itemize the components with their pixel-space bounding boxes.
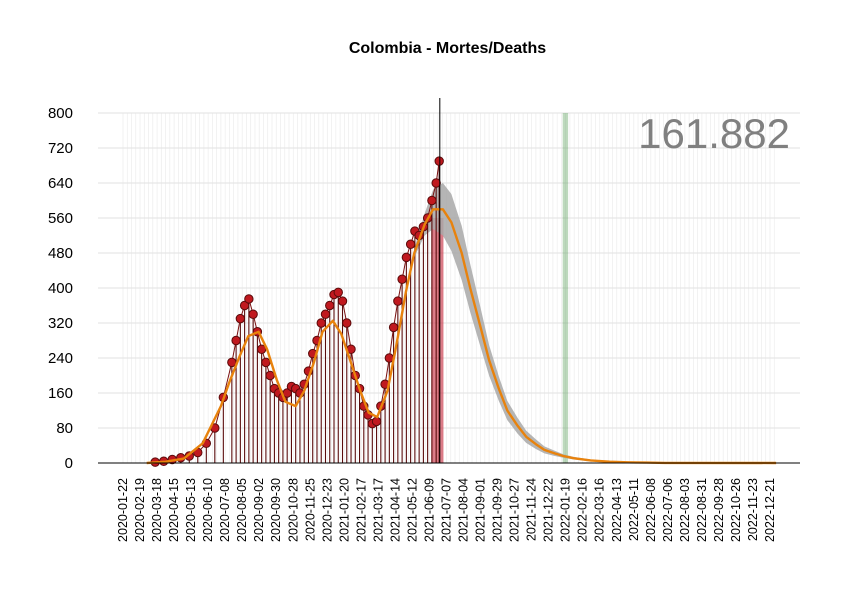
x-tick-label: 2021-05-12 [405,478,419,542]
observed-point [231,335,241,346]
y-tick-label: 480 [48,245,73,262]
x-tick-label: 2021-09-01 [474,478,488,542]
y-tick-label: 400 [48,280,73,297]
x-tick-label: 2020-09-02 [252,478,266,542]
forecast-confidence-band [146,183,777,463]
data-layer [146,156,777,467]
y-tick-label: 240 [48,350,73,367]
observed-point [371,416,382,427]
observed-point [431,178,441,188]
x-tick-label: 2020-09-30 [269,478,283,542]
highlight-layer [431,113,569,463]
y-tick-label: 0 [65,455,73,472]
x-tick-label: 2020-12-23 [320,478,334,542]
x-tick-label: 2020-03-18 [150,478,164,542]
y-tick-label: 320 [48,315,73,332]
x-tick-label: 2021-08-04 [457,478,471,542]
y-tick-label: 720 [48,140,73,157]
fitted-trend-line [146,208,777,465]
x-tick-label: 2022-02-16 [576,478,590,542]
total-deaths-counter: 161.882 [638,110,790,157]
x-tick-label: 2022-10-26 [729,478,743,542]
x-tick-label: 2021-10-27 [508,478,522,542]
y-tick-label: 160 [48,385,73,402]
x-tick-label: 2022-08-03 [678,478,692,542]
x-tick-label: 2020-01-22 [116,478,130,542]
x-tick-label: 2020-04-15 [167,478,181,542]
x-tick-label: 2021-06-09 [422,478,436,542]
x-tick-label: 2020-08-05 [235,478,249,542]
x-tick-label: 2022-12-21 [763,478,777,542]
y-tick-label: 80 [56,420,73,437]
observed-point [244,294,254,304]
x-tick-label: 2020-02-19 [133,478,147,542]
observed-point [239,300,250,311]
observed-point [401,252,412,263]
x-tick-label: 2020-11-25 [303,478,317,541]
observed-point [248,309,258,319]
x-tick-label: 2020-06-10 [201,478,215,542]
x-tick-label: 2021-03-17 [371,478,385,542]
x-tick-label: 2021-02-17 [354,478,368,542]
y-tick-label: 640 [48,175,73,192]
observed-point [337,296,348,306]
x-tick-label: 2022-04-13 [610,478,624,542]
observed-point [405,239,416,249]
x-tick-label: 2022-03-16 [593,478,607,542]
observed-point [393,296,403,306]
observed-point [325,300,335,311]
x-tick-label: 2021-11-24 [525,478,539,541]
observed-point [265,370,275,381]
x-tick-label: 2022-05-11 [627,478,641,541]
axis-layer: 0 80 160 240 320 400 480 560 640 720 800 2020-01-22… [48,98,800,542]
y-tick-label: 800 [48,105,73,122]
peak-window-band [431,218,444,463]
x-tick-label: 2021-01-20 [337,478,351,542]
x-tick-label: 2020-07-08 [218,478,232,542]
grid-layer [98,112,800,464]
observed-point [333,287,343,298]
chart-title: Colombia - Mortes/Deaths [348,40,547,57]
x-tick-label: 2020-10-28 [286,478,300,542]
x-tick-label: 2021-09-29 [491,478,505,542]
observed-point [427,195,437,206]
observed-point [388,322,399,333]
end-window-band [562,113,569,463]
x-tick-label: 2020-05-13 [184,478,198,542]
x-tick-label: 2022-01-19 [559,478,573,542]
observed-point [434,156,444,166]
observed-point [235,313,246,324]
observed-point [316,318,326,328]
x-tick-label: 2021-12-22 [542,478,556,542]
x-tick-label: 2022-07-06 [661,478,675,542]
x-tick-label: 2022-06-08 [644,478,658,542]
observed-point [397,274,407,284]
x-tick-label: 2022-11-23 [746,478,760,541]
observed-point [261,357,271,368]
x-tick-label: 2022-08-31 [695,478,709,542]
observed-point [342,318,352,328]
observed-point [320,309,331,319]
x-tick-label: 2021-04-14 [388,478,402,542]
y-tick-label: 560 [48,210,73,227]
x-tick-label: 2022-09-28 [712,478,726,542]
x-tick-label: 2021-07-07 [440,478,454,542]
